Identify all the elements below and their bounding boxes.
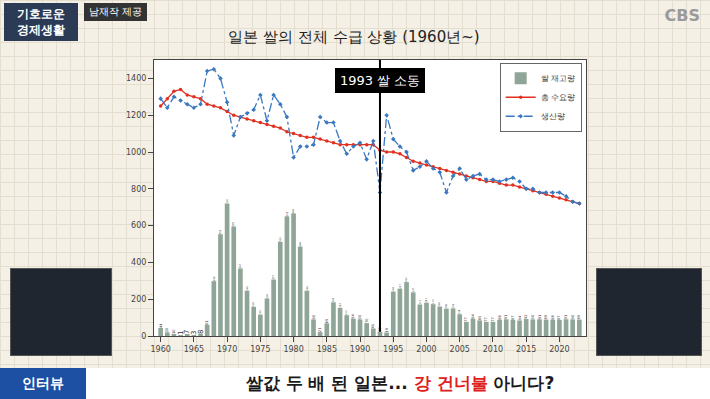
svg-text:생산량: 생산량: [541, 112, 565, 121]
svg-text:800: 800: [131, 185, 146, 194]
svg-text:150: 150: [452, 303, 455, 308]
svg-text:237: 237: [412, 287, 415, 292]
svg-text:91: 91: [504, 315, 508, 320]
svg-text:87: 87: [511, 315, 515, 320]
svg-text:512: 512: [279, 237, 282, 242]
svg-text:92: 92: [524, 314, 528, 319]
svg-text:158: 158: [252, 302, 255, 307]
svg-text:77: 77: [491, 317, 495, 322]
svg-text:69: 69: [325, 318, 329, 323]
svg-text:89: 89: [544, 314, 548, 319]
svg-text:183: 183: [332, 297, 335, 302]
svg-text:20: 20: [165, 327, 169, 332]
svg-text:94: 94: [351, 314, 355, 318]
svg-text:44: 44: [159, 324, 163, 328]
svg-text:173: 173: [432, 299, 435, 304]
svg-text:2005: 2005: [450, 345, 470, 354]
svg-text:90: 90: [312, 314, 316, 319]
svg-text:61: 61: [205, 320, 209, 325]
svg-text:298: 298: [213, 276, 216, 281]
svg-text:21: 21: [318, 328, 322, 333]
svg-text:204: 204: [266, 293, 269, 298]
svg-text:666: 666: [292, 208, 295, 213]
svg-text:200: 200: [131, 295, 146, 304]
svg-text:87: 87: [557, 315, 561, 320]
svg-text:88: 88: [498, 314, 502, 319]
html-text:CBS: CBS: [664, 6, 700, 25]
svg-text:2010: 2010: [483, 345, 503, 354]
svg-text:2000: 2000: [416, 345, 436, 354]
svg-text:595: 595: [232, 221, 235, 226]
svg-text:1995: 1995: [383, 345, 403, 354]
svg-text:70: 70: [365, 318, 369, 323]
svg-text:90: 90: [571, 314, 575, 319]
svg-text:94: 94: [471, 314, 475, 318]
svg-text:91: 91: [564, 315, 568, 320]
svg-text:486: 486: [299, 242, 302, 247]
svg-text:241: 241: [392, 287, 395, 292]
svg-text:1: 1: [177, 331, 185, 335]
svg-text:3: 3: [190, 331, 198, 335]
svg-text:23: 23: [378, 326, 382, 331]
svg-text:10: 10: [172, 329, 176, 334]
svg-text:720: 720: [226, 198, 229, 203]
svg-text:367: 367: [239, 263, 242, 268]
svg-text:91: 91: [538, 315, 542, 320]
svg-text:1993 쌀 소동: 1993 쌀 소동: [340, 73, 420, 88]
svg-text:160: 160: [438, 301, 441, 306]
svg-text:1960: 1960: [150, 345, 170, 354]
svg-text:1400: 1400: [126, 74, 146, 83]
svg-text:257: 257: [399, 284, 402, 289]
svg-text:총 수요량: 총 수요량: [541, 93, 576, 102]
svg-text:153: 153: [339, 303, 342, 308]
svg-text:89: 89: [577, 314, 581, 319]
svg-text:90: 90: [358, 314, 362, 319]
svg-text:41: 41: [371, 324, 375, 329]
svg-text:1975: 1975: [250, 345, 270, 354]
html-text:인터뷰: 인터뷰: [22, 375, 64, 391]
svg-text:1985: 1985: [317, 345, 337, 354]
svg-text:118: 118: [458, 309, 461, 314]
svg-text:77: 77: [464, 317, 468, 322]
svg-text:1990: 1990: [350, 345, 370, 354]
svg-text:600: 600: [131, 221, 146, 230]
svg-text:149: 149: [445, 303, 448, 308]
svg-text:90: 90: [531, 314, 535, 319]
svg-text:일본 쌀의 전체 수급 상황 (1960년~): 일본 쌀의 전체 수급 상황 (1960년~): [228, 28, 479, 46]
svg-text:1980: 1980: [283, 345, 303, 354]
svg-text:246: 246: [306, 286, 309, 291]
svg-text:293: 293: [405, 277, 408, 282]
svg-text:246: 246: [246, 286, 249, 291]
svg-text:650: 650: [286, 211, 289, 216]
html-text:쌀값 두 배 된 일본...강 건너불아니다?: 쌀값 두 배 된 일본...강 건너불아니다?: [245, 373, 555, 393]
svg-text:181: 181: [425, 298, 428, 303]
svg-text:85: 85: [478, 316, 482, 321]
svg-text:1970: 1970: [217, 345, 237, 354]
svg-text:116: 116: [259, 310, 262, 315]
html-text:기호로운: 기호로운: [17, 7, 65, 21]
svg-text:171: 171: [419, 299, 422, 304]
svg-text:1000: 1000: [126, 148, 146, 157]
svg-text:84: 84: [518, 316, 522, 320]
svg-text:1965: 1965: [184, 345, 204, 354]
svg-text:0: 0: [141, 332, 146, 341]
svg-text:19: 19: [385, 327, 389, 332]
svg-text:400: 400: [131, 258, 146, 267]
svg-text:2015: 2015: [516, 345, 536, 354]
svg-text:2020: 2020: [549, 345, 569, 354]
html-text:남재작 제공: 남재작 제공: [89, 6, 143, 17]
svg-text:113: 113: [345, 310, 348, 315]
svg-text:1200: 1200: [126, 111, 146, 120]
svg-text:88: 88: [551, 314, 555, 319]
svg-text:7: 7: [183, 330, 191, 334]
html-text:경제생활: 경제생활: [17, 23, 65, 37]
svg-text:77: 77: [484, 317, 488, 322]
svg-text:307: 307: [272, 274, 275, 279]
svg-text:553: 553: [219, 229, 222, 234]
svg-text:8: 8: [197, 330, 205, 334]
svg-text:쌀 재고량: 쌀 재고량: [541, 74, 576, 83]
